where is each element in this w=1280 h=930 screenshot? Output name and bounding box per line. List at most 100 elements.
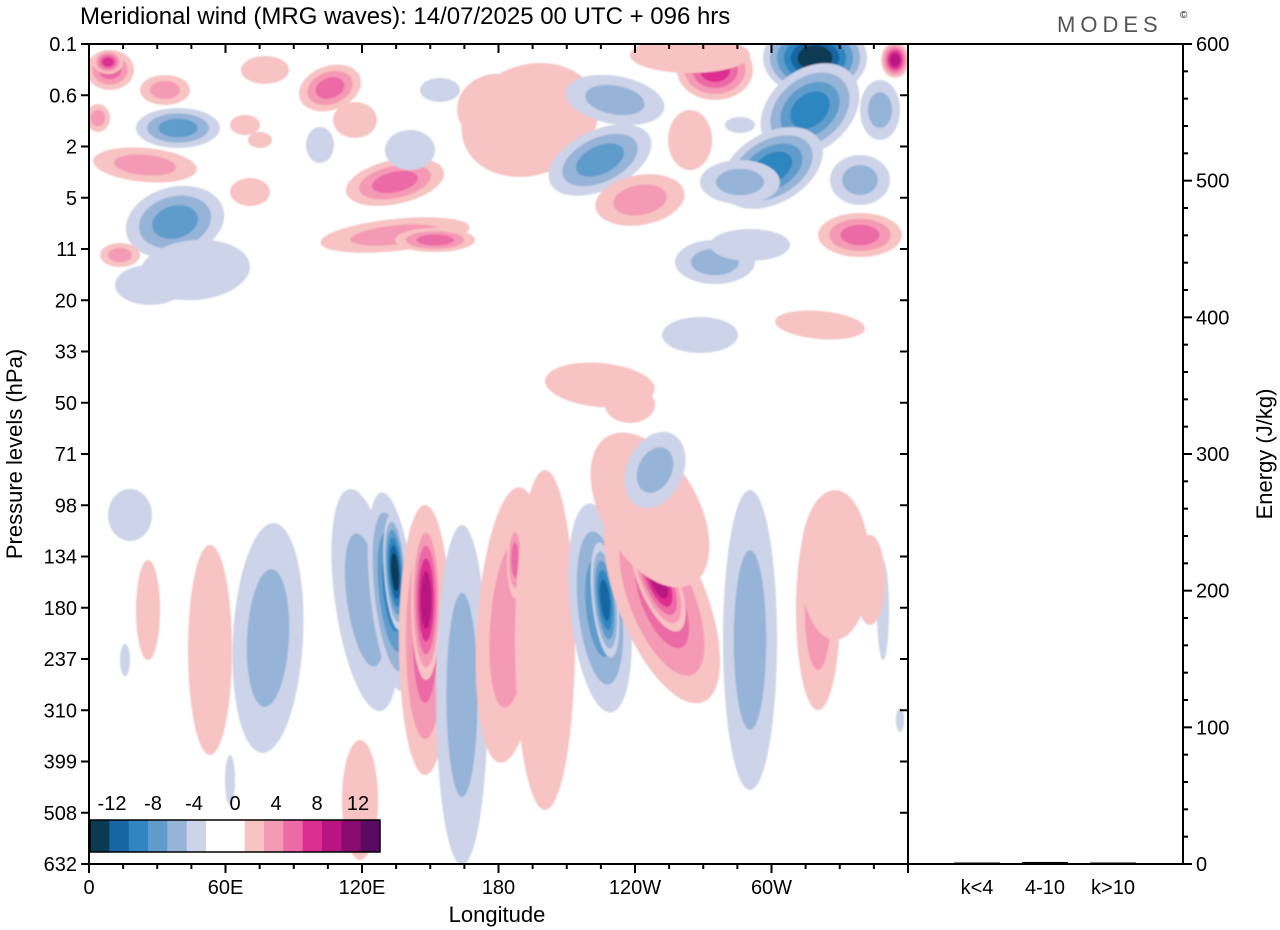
positive-contour: [102, 57, 114, 67]
energy-bar: [1090, 862, 1136, 864]
negative-contour: [246, 569, 290, 707]
negative-contour: [868, 92, 892, 128]
positive-contour: [668, 110, 712, 170]
energy-category-label: 4-10: [1025, 877, 1065, 899]
colorbar-swatch: [167, 820, 188, 852]
energy-panel-frame: [907, 43, 1184, 865]
colorbar-swatch: [148, 820, 168, 852]
y-tick-label: 98: [55, 495, 77, 517]
colorbar-swatch: [186, 820, 207, 852]
heatmap-field: [89, 44, 908, 864]
x-tick-label: 60W: [751, 877, 792, 899]
y-tick-label: 310: [44, 700, 77, 722]
x-axis-label: Longitude: [449, 902, 546, 927]
energy-tick-label: 600: [1196, 34, 1229, 56]
x-tick-label: 120E: [339, 877, 386, 899]
negative-contour: [790, 91, 830, 129]
negative-contour: [152, 205, 198, 239]
positive-contour: [333, 102, 377, 138]
positive-contour: [230, 178, 270, 206]
y-tick-label: 180: [44, 598, 77, 620]
positive-contour: [515, 470, 575, 810]
energy-category-label: k<4: [961, 877, 994, 899]
x-tick-label: 120W: [609, 877, 661, 899]
y-tick-label: 50: [55, 393, 77, 415]
positive-contour: [855, 535, 885, 625]
colorbar-swatch: [283, 820, 304, 852]
energy-tick-label: 400: [1196, 307, 1229, 329]
y-tick-label: 20: [55, 290, 77, 312]
y-tick-label: 399: [44, 752, 77, 774]
colorbar-swatch: [109, 820, 130, 852]
energy-tick-label: 100: [1196, 717, 1229, 739]
chart-title: Meridional wind (MRG waves): 14/07/2025 …: [80, 3, 730, 30]
energy-axis-label: Energy (J/kg): [1252, 389, 1277, 520]
negative-contour: [120, 644, 130, 676]
positive-contour: [136, 560, 160, 660]
positive-contour: [372, 170, 418, 194]
colorbar-swatch: [90, 820, 110, 852]
y-tick-label: 11: [56, 239, 77, 261]
negative-contour: [575, 143, 625, 177]
negative-contour: [420, 78, 460, 102]
energy-bar: [954, 862, 1000, 864]
negative-contour: [716, 168, 764, 196]
pressure-axis: 0.1 0.6 2 5 11 20 33 50 71 98 134 180 237 310 399 508 63…: [44, 34, 908, 876]
positive-contour: [230, 115, 260, 135]
positive-contour: [840, 224, 880, 246]
positive-contour: [90, 109, 106, 127]
colorbar-frame: [89, 819, 381, 853]
y-tick-label: 71: [55, 444, 77, 466]
colorbar-label: 12: [347, 793, 369, 815]
negative-contour: [115, 265, 185, 305]
y-tick-label: 33: [55, 342, 77, 364]
positive-contour: [420, 571, 432, 629]
positive-contour: [613, 184, 667, 216]
energy-bar: [1022, 861, 1068, 864]
colorbar-label: -12: [98, 793, 127, 815]
y-tick-label: 134: [44, 547, 77, 569]
negative-contour: [725, 117, 755, 133]
colorbar-label: -8: [144, 793, 162, 815]
longitude-axis: 0 60E 120E 180 120W 60W: [83, 44, 909, 899]
negative-contour: [896, 708, 904, 732]
negative-contour: [391, 552, 399, 592]
y-tick-label: 0.1: [49, 34, 77, 56]
positive-contour: [630, 44, 750, 73]
negative-contour: [636, 447, 674, 493]
negative-contour: [662, 317, 738, 353]
energy-panel: 0 100 200 300 400 500 600 k<4 4-10 k>10: [954, 34, 1229, 899]
negative-contour: [599, 579, 611, 621]
negative-contour: [733, 550, 767, 730]
positive-contour: [188, 545, 232, 755]
x-tick-label: 0: [83, 877, 94, 899]
negative-contour: [306, 127, 334, 163]
positive-contour: [775, 310, 865, 340]
colorbar-label: 0: [229, 793, 240, 815]
colorbar-swatch: [206, 820, 226, 852]
negative-contour: [108, 489, 152, 541]
x-tick-label: 180: [482, 877, 515, 899]
negative-contour: [158, 118, 198, 138]
positive-contour: [416, 234, 454, 246]
colorbar: -12 -8 -4 0 4 8 12: [89, 793, 381, 853]
colorbar-swatch: [302, 820, 323, 852]
y-tick-label: 5: [66, 188, 77, 210]
y-tick-label: 0.6: [49, 85, 77, 107]
negative-contour: [842, 165, 878, 195]
colorbar-swatch: [128, 820, 149, 852]
brand-logo: MODES: [1057, 12, 1163, 37]
colorbar-label: 8: [311, 793, 322, 815]
negative-contour: [585, 84, 645, 116]
positive-contour: [605, 387, 655, 423]
colorbar-swatch: [360, 820, 381, 852]
negative-contour: [225, 755, 235, 805]
colorbar-label: 4: [270, 793, 281, 815]
positive-contour: [113, 154, 177, 176]
colorbar-swatch: [341, 820, 362, 852]
positive-contour: [800, 490, 870, 640]
positive-contour: [241, 56, 289, 84]
y-tick-label: 2: [66, 137, 77, 159]
colorbar-swatch: [322, 820, 342, 852]
